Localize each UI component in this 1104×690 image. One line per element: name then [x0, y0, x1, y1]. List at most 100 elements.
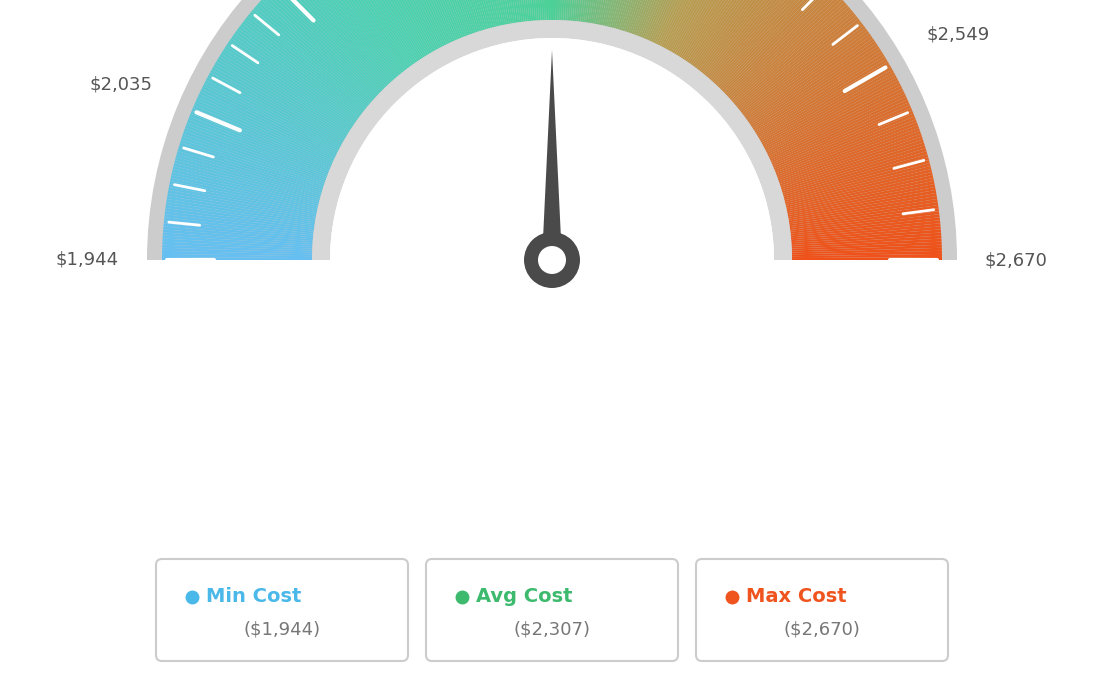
Wedge shape	[506, 0, 526, 21]
Wedge shape	[497, 0, 520, 22]
Wedge shape	[162, 235, 312, 247]
Wedge shape	[682, 0, 766, 59]
Wedge shape	[576, 0, 595, 21]
Wedge shape	[198, 94, 335, 159]
Wedge shape	[537, 0, 544, 20]
Wedge shape	[740, 16, 858, 111]
Wedge shape	[573, 0, 588, 21]
Wedge shape	[210, 70, 342, 144]
Wedge shape	[330, 38, 774, 260]
Wedge shape	[560, 0, 567, 20]
Wedge shape	[394, 0, 457, 41]
Wedge shape	[170, 181, 317, 213]
Wedge shape	[162, 241, 312, 250]
Wedge shape	[761, 67, 892, 143]
Wedge shape	[197, 97, 335, 161]
Text: ($1,944): ($1,944)	[244, 621, 320, 639]
Wedge shape	[233, 33, 357, 122]
Wedge shape	[751, 41, 877, 127]
Wedge shape	[414, 0, 469, 35]
Wedge shape	[340, 0, 424, 59]
Wedge shape	[675, 0, 753, 55]
Wedge shape	[405, 0, 464, 37]
Wedge shape	[287, 0, 391, 83]
Wedge shape	[467, 0, 501, 26]
Wedge shape	[524, 0, 537, 21]
Wedge shape	[655, 0, 721, 43]
Wedge shape	[479, 0, 509, 24]
Wedge shape	[691, 0, 782, 66]
Wedge shape	[625, 0, 672, 32]
Wedge shape	[792, 257, 942, 260]
Wedge shape	[590, 0, 616, 23]
Wedge shape	[285, 0, 389, 85]
Wedge shape	[353, 0, 432, 53]
Wedge shape	[784, 160, 930, 200]
Wedge shape	[168, 187, 316, 217]
Wedge shape	[482, 0, 511, 24]
Wedge shape	[359, 0, 435, 52]
Wedge shape	[230, 38, 354, 125]
Wedge shape	[378, 0, 446, 46]
Wedge shape	[601, 0, 634, 26]
Circle shape	[538, 246, 566, 274]
Wedge shape	[209, 72, 341, 146]
Wedge shape	[241, 23, 361, 116]
Wedge shape	[698, 0, 792, 70]
Circle shape	[524, 232, 580, 288]
Wedge shape	[389, 0, 454, 42]
Wedge shape	[254, 7, 370, 106]
Wedge shape	[246, 16, 364, 111]
Wedge shape	[680, 0, 764, 59]
Polygon shape	[542, 50, 562, 260]
Wedge shape	[326, 0, 414, 65]
Wedge shape	[637, 0, 692, 36]
Wedge shape	[552, 0, 555, 20]
Wedge shape	[163, 229, 312, 243]
Wedge shape	[776, 119, 916, 175]
Text: $2,670: $2,670	[985, 251, 1048, 269]
Text: $2,035: $2,035	[89, 76, 152, 94]
Text: $1,944: $1,944	[56, 251, 119, 269]
Wedge shape	[792, 250, 942, 256]
Wedge shape	[629, 0, 681, 34]
Wedge shape	[189, 117, 329, 173]
Wedge shape	[565, 0, 576, 21]
Wedge shape	[578, 0, 598, 21]
Wedge shape	[615, 0, 658, 29]
Wedge shape	[171, 175, 318, 210]
Wedge shape	[743, 23, 863, 116]
Wedge shape	[783, 151, 927, 195]
Wedge shape	[338, 0, 422, 59]
Wedge shape	[283, 0, 388, 86]
Wedge shape	[744, 26, 866, 117]
Wedge shape	[702, 0, 798, 74]
Wedge shape	[640, 0, 699, 37]
Wedge shape	[789, 202, 938, 226]
Wedge shape	[278, 0, 385, 89]
Wedge shape	[742, 21, 862, 115]
Wedge shape	[163, 226, 312, 242]
Wedge shape	[792, 233, 942, 245]
Wedge shape	[193, 105, 331, 166]
Wedge shape	[224, 46, 351, 130]
Wedge shape	[166, 205, 315, 228]
Wedge shape	[485, 0, 512, 23]
Wedge shape	[180, 139, 323, 188]
Wedge shape	[571, 0, 585, 21]
Wedge shape	[722, 0, 830, 92]
Wedge shape	[162, 245, 312, 253]
Wedge shape	[735, 9, 852, 107]
Wedge shape	[255, 4, 371, 104]
Wedge shape	[204, 80, 339, 151]
Wedge shape	[516, 0, 531, 21]
Wedge shape	[172, 166, 319, 204]
Wedge shape	[310, 0, 405, 72]
Wedge shape	[595, 0, 625, 24]
Wedge shape	[318, 0, 410, 68]
Wedge shape	[772, 102, 910, 165]
Wedge shape	[461, 0, 498, 27]
Wedge shape	[724, 0, 835, 95]
Wedge shape	[659, 0, 729, 46]
Text: Max Cost: Max Cost	[746, 587, 847, 606]
